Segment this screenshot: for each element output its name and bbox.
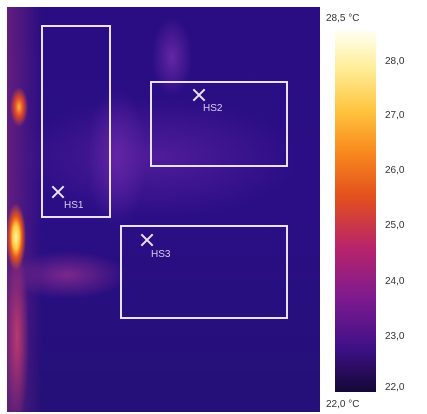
- scale-tick-label: 27,0: [385, 110, 405, 121]
- hs1-region-box[interactable]: [41, 25, 111, 218]
- hs2-region-box[interactable]: [150, 81, 288, 167]
- hs2-cross-marker: [192, 88, 206, 102]
- scale-tick-label: 23,0: [385, 331, 405, 342]
- temperature-scale-bar: [335, 31, 376, 392]
- scale-tick-label: 28,0: [385, 56, 405, 67]
- hs3-cross-marker: [140, 233, 154, 247]
- scale-tick-label: 25,0: [385, 220, 405, 231]
- scale-tick-label: 22,0: [385, 382, 405, 393]
- scale-max-label: 28,5 °C: [326, 13, 360, 24]
- hs3-region-box[interactable]: [120, 225, 288, 319]
- hs2-label: HS2: [203, 103, 223, 114]
- hs3-label: HS3: [151, 249, 171, 260]
- hs1-cross-marker: [51, 185, 65, 199]
- thermal-image: [7, 7, 320, 412]
- scale-tick-label: 26,0: [385, 165, 405, 176]
- hs1-label: HS1: [64, 200, 84, 211]
- scale-min-label: 22,0 °C: [326, 399, 360, 410]
- scale-tick-label: 24,0: [385, 276, 405, 287]
